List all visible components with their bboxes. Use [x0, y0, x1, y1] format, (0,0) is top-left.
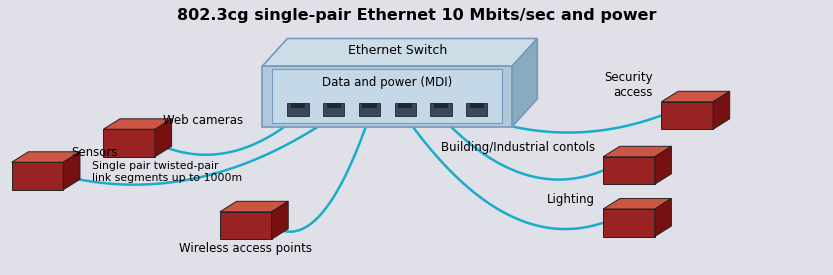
Polygon shape	[661, 91, 730, 102]
Polygon shape	[291, 103, 305, 108]
Text: Sensors: Sensors	[72, 147, 118, 160]
Text: Ethernet Switch: Ethernet Switch	[347, 44, 447, 57]
Polygon shape	[655, 199, 671, 236]
Text: Security
access: Security access	[605, 71, 653, 99]
Polygon shape	[359, 103, 380, 116]
Polygon shape	[327, 103, 341, 108]
Text: Lighting: Lighting	[546, 193, 595, 206]
Polygon shape	[272, 69, 502, 123]
Polygon shape	[466, 103, 487, 116]
Polygon shape	[262, 39, 537, 66]
Text: Single pair twisted-pair
link segments up to 1000m: Single pair twisted-pair link segments u…	[92, 161, 242, 183]
Text: Wireless access points: Wireless access points	[179, 242, 312, 255]
Polygon shape	[713, 91, 730, 129]
Polygon shape	[661, 102, 713, 129]
Text: Building/Industrial contols: Building/Industrial contols	[441, 141, 595, 154]
Polygon shape	[362, 103, 377, 108]
Polygon shape	[323, 103, 344, 116]
Polygon shape	[398, 103, 412, 108]
Polygon shape	[603, 146, 671, 157]
Polygon shape	[470, 103, 484, 108]
Polygon shape	[603, 199, 671, 209]
Polygon shape	[220, 201, 288, 212]
Polygon shape	[287, 103, 309, 116]
Polygon shape	[220, 212, 272, 239]
Polygon shape	[262, 66, 512, 126]
Text: Web cameras: Web cameras	[163, 114, 243, 126]
Text: Data and power (MDI): Data and power (MDI)	[322, 76, 452, 89]
Polygon shape	[12, 162, 63, 190]
Polygon shape	[603, 157, 655, 184]
Polygon shape	[512, 39, 537, 126]
Polygon shape	[103, 119, 172, 129]
Polygon shape	[155, 119, 172, 157]
Text: 802.3cg single-pair Ethernet 10 Mbits/sec and power: 802.3cg single-pair Ethernet 10 Mbits/se…	[177, 8, 656, 23]
Polygon shape	[395, 103, 416, 116]
Polygon shape	[103, 129, 155, 157]
Polygon shape	[63, 152, 80, 190]
Polygon shape	[434, 103, 448, 108]
Polygon shape	[431, 103, 451, 116]
Polygon shape	[655, 146, 671, 184]
Polygon shape	[603, 209, 655, 236]
Polygon shape	[272, 201, 288, 239]
Polygon shape	[12, 152, 80, 162]
